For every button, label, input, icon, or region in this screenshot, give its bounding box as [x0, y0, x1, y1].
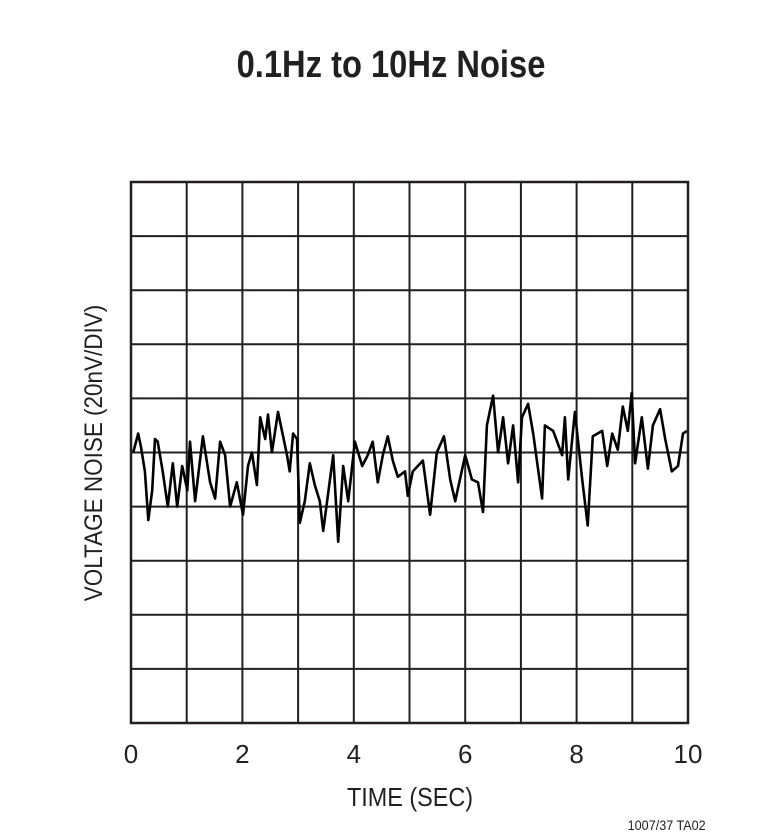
grid	[131, 182, 688, 723]
plot-frame	[129, 180, 690, 725]
chart-title: 0.1Hz to 10Hz Noise	[236, 44, 546, 86]
y-axis-label: VOLTAGE NOISE (20nV/DIV)	[80, 305, 108, 602]
x-axis-label: TIME (SEC)	[347, 784, 473, 812]
x-tick-label: 6	[458, 739, 472, 769]
x-tick-labels: 0 2 4 6 8 10	[124, 739, 703, 769]
x-tick-label: 10	[674, 739, 703, 769]
figure-code: 1007/37 TA02	[627, 817, 706, 833]
noise-trace	[131, 391, 688, 544]
x-tick-label: 8	[569, 739, 583, 769]
x-tick-label: 0	[124, 739, 138, 769]
x-tick-label: 4	[347, 739, 361, 769]
x-tick-label: 2	[235, 739, 249, 769]
